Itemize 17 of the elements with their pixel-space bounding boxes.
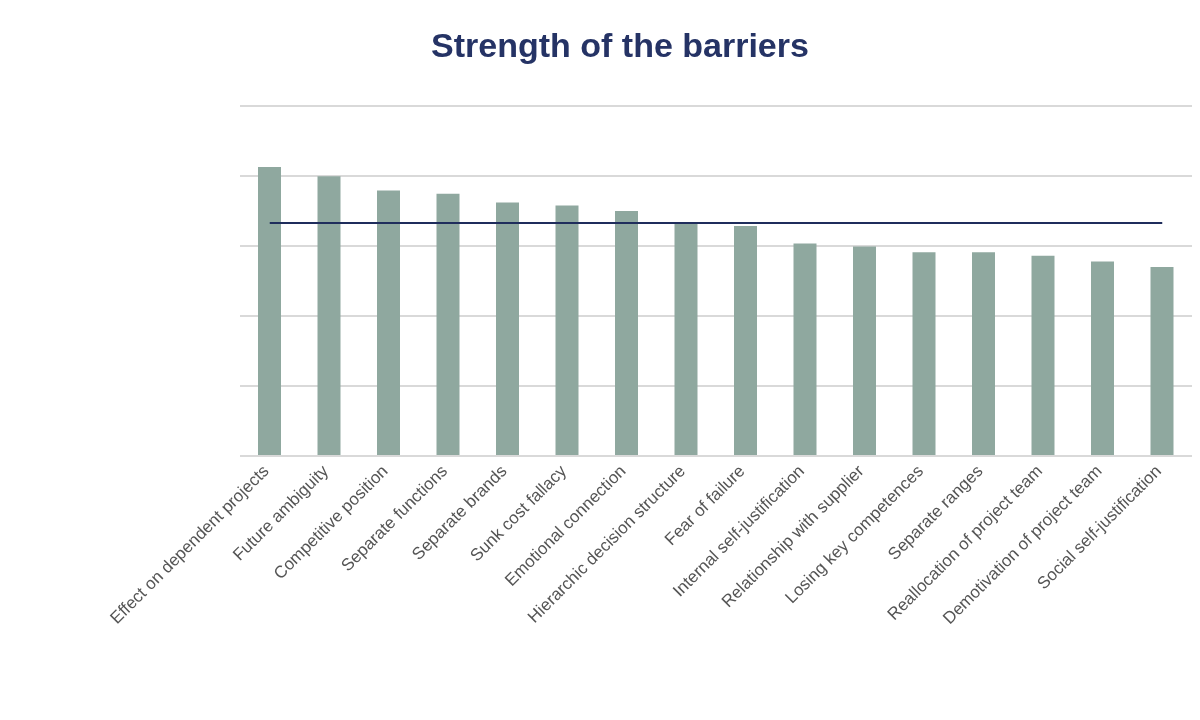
bar [674, 223, 698, 456]
bar [555, 205, 579, 456]
bar [436, 193, 460, 456]
bar [258, 166, 281, 456]
bar [1150, 266, 1174, 456]
bar [972, 252, 995, 456]
bar [1031, 255, 1055, 456]
bar [793, 243, 817, 456]
bar [1091, 261, 1114, 456]
bar [912, 252, 936, 456]
chart-title: Strength of the barriers [430, 25, 810, 66]
bar [496, 202, 519, 456]
bar [853, 246, 876, 456]
bar [317, 176, 341, 456]
bar [377, 190, 400, 456]
bar [615, 210, 638, 456]
bar [734, 225, 757, 456]
